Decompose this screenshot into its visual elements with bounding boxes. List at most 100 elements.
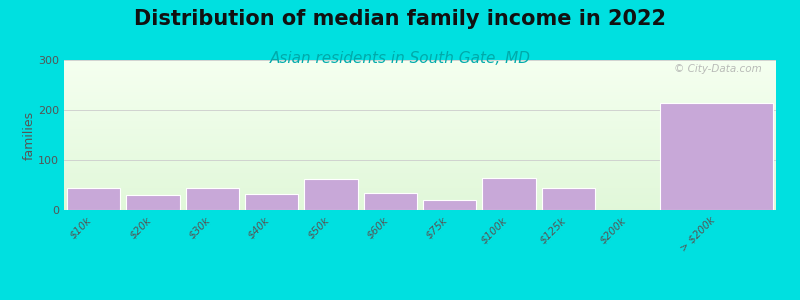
Bar xyxy=(64,139,776,140)
Bar xyxy=(64,126,776,127)
Bar xyxy=(64,117,776,118)
Bar xyxy=(64,122,776,123)
Bar xyxy=(64,141,776,142)
Bar xyxy=(64,173,776,174)
Bar xyxy=(64,143,776,144)
Bar xyxy=(660,103,773,210)
Bar xyxy=(64,96,776,97)
Bar xyxy=(64,159,776,160)
Bar xyxy=(64,202,776,203)
Bar xyxy=(64,178,776,179)
Bar xyxy=(64,196,776,197)
Bar xyxy=(64,87,776,88)
Bar xyxy=(64,78,776,79)
Bar xyxy=(64,85,776,86)
Bar xyxy=(64,129,776,130)
Bar xyxy=(423,200,476,210)
Bar xyxy=(64,153,776,154)
Bar xyxy=(64,204,776,205)
Text: Distribution of median family income in 2022: Distribution of median family income in … xyxy=(134,9,666,29)
Bar xyxy=(64,146,776,147)
Bar xyxy=(64,150,776,151)
Bar xyxy=(64,205,776,206)
Bar xyxy=(64,103,776,104)
Bar xyxy=(64,169,776,170)
Bar xyxy=(64,155,776,156)
Bar xyxy=(64,209,776,210)
Bar xyxy=(64,148,776,149)
Text: Asian residents in South Gate, MD: Asian residents in South Gate, MD xyxy=(270,51,530,66)
Bar xyxy=(64,112,776,113)
Bar xyxy=(64,79,776,80)
Bar xyxy=(64,109,776,110)
Bar xyxy=(64,77,776,78)
Bar xyxy=(64,102,776,103)
Bar xyxy=(64,115,776,116)
Bar xyxy=(64,167,776,168)
Bar xyxy=(64,180,776,181)
Bar xyxy=(64,106,776,107)
Text: © City-Data.com: © City-Data.com xyxy=(674,64,762,74)
Bar xyxy=(64,170,776,171)
Bar xyxy=(64,105,776,106)
Bar xyxy=(64,189,776,190)
Bar xyxy=(64,76,776,77)
Bar xyxy=(64,69,776,70)
Bar xyxy=(64,164,776,165)
Bar xyxy=(64,208,776,209)
Bar xyxy=(186,188,239,210)
Bar xyxy=(64,91,776,92)
Bar xyxy=(64,71,776,72)
Bar xyxy=(542,188,595,210)
Bar xyxy=(64,175,776,176)
Bar xyxy=(64,152,776,153)
Bar xyxy=(64,90,776,91)
Bar xyxy=(64,133,776,134)
Bar xyxy=(64,70,776,71)
Bar xyxy=(64,174,776,175)
Bar xyxy=(64,137,776,138)
Bar xyxy=(64,118,776,119)
Bar xyxy=(64,203,776,204)
Bar xyxy=(64,93,776,94)
Bar xyxy=(64,151,776,152)
Bar xyxy=(64,186,776,187)
Bar xyxy=(64,157,776,158)
Bar xyxy=(64,110,776,111)
Bar xyxy=(64,160,776,161)
Bar xyxy=(64,187,776,188)
Bar xyxy=(64,80,776,81)
Bar xyxy=(64,166,776,167)
Bar xyxy=(64,162,776,163)
Bar xyxy=(64,201,776,202)
Bar xyxy=(64,83,776,84)
Bar xyxy=(64,134,776,135)
Bar xyxy=(64,85,776,86)
Bar xyxy=(64,99,776,100)
Bar xyxy=(64,165,776,166)
Bar xyxy=(64,160,776,161)
Bar xyxy=(64,193,776,194)
Bar xyxy=(64,168,776,169)
Bar xyxy=(64,67,776,68)
Bar xyxy=(64,132,776,133)
Bar xyxy=(64,104,776,105)
Bar xyxy=(64,185,776,186)
Bar xyxy=(64,66,776,67)
Bar xyxy=(245,194,298,210)
Y-axis label: families: families xyxy=(22,110,35,160)
Bar xyxy=(64,89,776,90)
Bar xyxy=(364,193,417,210)
Bar xyxy=(64,114,776,115)
Bar xyxy=(64,198,776,199)
Bar xyxy=(64,127,776,128)
Bar xyxy=(64,182,776,183)
Bar xyxy=(64,108,776,109)
Bar xyxy=(64,154,776,155)
Bar xyxy=(64,181,776,182)
Bar xyxy=(64,149,776,150)
Bar xyxy=(64,207,776,208)
Bar xyxy=(64,202,776,203)
Bar xyxy=(64,62,776,63)
Bar xyxy=(64,65,776,66)
